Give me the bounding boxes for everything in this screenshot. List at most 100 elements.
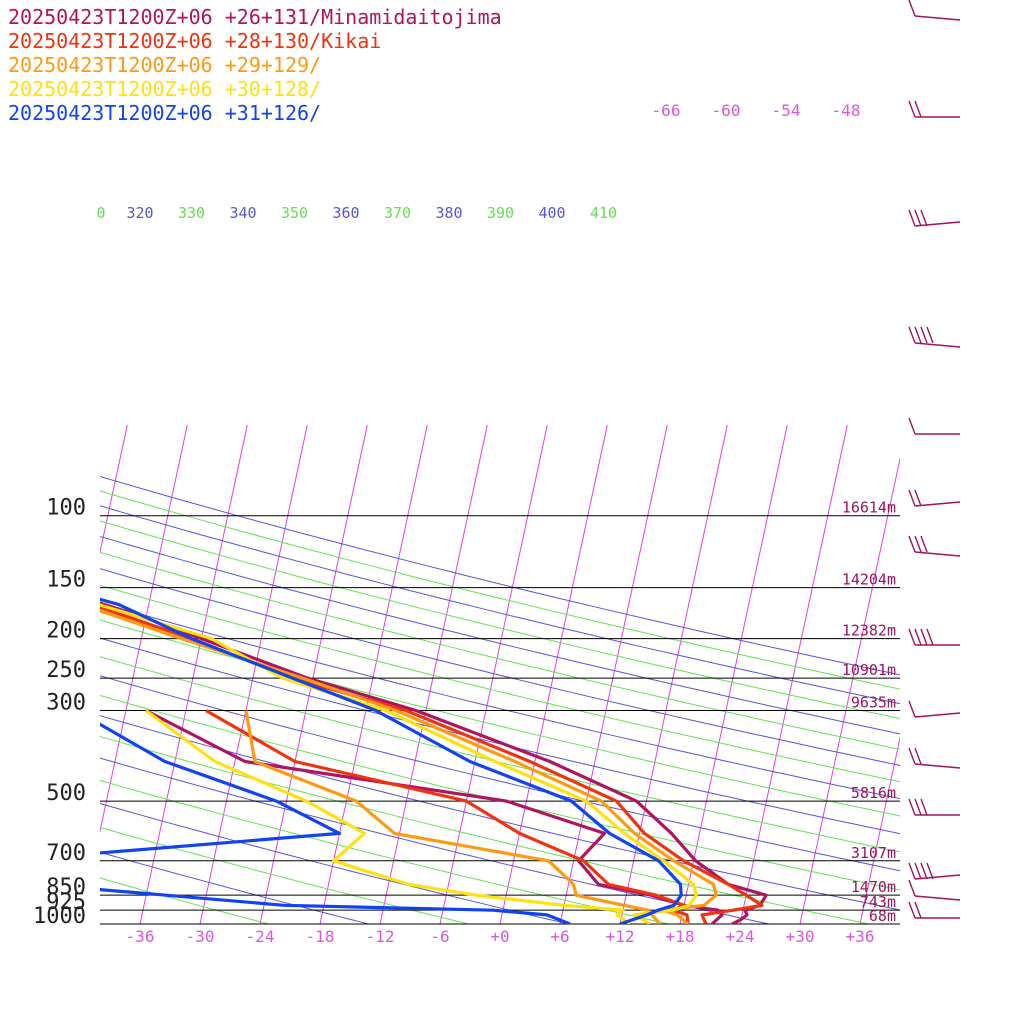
temperature-line — [100, 597, 683, 924]
wind-barb — [908, 798, 960, 816]
temperature-tick-label: -18 — [306, 927, 335, 946]
wind-barb-staff — [914, 763, 961, 769]
wind-barb — [908, 417, 960, 435]
temperature-tick-label: +6 — [550, 927, 569, 946]
legend-entry: 20250423T1200Z+06 +31+126/ — [8, 101, 321, 125]
wind-barb — [908, 209, 961, 227]
temperature-tick-label: +12 — [606, 927, 635, 946]
wind-barb-flag — [920, 798, 928, 816]
dry-adiabat-line — [100, 584, 900, 783]
wind-barb-staff — [914, 15, 961, 21]
dry-adiabat-line — [100, 490, 900, 690]
wind-barb-flag — [926, 628, 934, 646]
temperature-tick-label: -6 — [430, 927, 449, 946]
temperature-tick-label: +24 — [726, 927, 755, 946]
isotherm-line — [319, 425, 428, 924]
isotherm-line — [0, 425, 7, 924]
wind-barb-flag — [914, 747, 922, 765]
pressure-label: 1000 — [33, 904, 86, 929]
wind-barb-flag — [914, 901, 922, 919]
wind-barb-staff — [914, 712, 961, 718]
wind-barb-flag — [908, 628, 916, 646]
dry-adiabat-line — [100, 735, 869, 924]
wind-barb — [908, 0, 961, 21]
temperature-tick-label: +36 — [846, 927, 875, 946]
wind-barb — [908, 100, 960, 118]
wind-barb-flag — [908, 747, 916, 765]
wind-barb-flag — [908, 100, 916, 118]
wind-barb — [908, 901, 960, 919]
temperature-tick-label: +0 — [490, 927, 509, 946]
wind-barb — [908, 862, 961, 880]
wind-barb-flag — [908, 417, 916, 435]
wind-barb-flag — [914, 628, 922, 646]
dry-adiabat-line — [100, 675, 900, 872]
height-label: 9635m — [851, 694, 896, 712]
pressure-level-lines — [100, 515, 900, 925]
wind-barb-staff — [914, 501, 961, 507]
temperature-line — [100, 605, 764, 924]
dry-adiabat-line — [100, 694, 900, 891]
dry-adiabat-line — [100, 826, 469, 924]
temperature-tick-label: +30 — [786, 927, 815, 946]
wind-barb — [908, 879, 961, 901]
wind-barb — [908, 700, 961, 718]
theta-label: 320 — [126, 204, 153, 222]
dry-adiabat-line — [100, 803, 569, 924]
isotherm-top-label: -66 — [652, 101, 681, 120]
dewpoint-line — [100, 722, 571, 924]
legend-entry: 20250423T1200Z+06 +28+130/Kikai — [8, 29, 381, 53]
pressure-label: 150 — [46, 568, 86, 593]
pressure-label: 500 — [46, 781, 86, 806]
dry-adiabat-line — [100, 779, 669, 924]
legend: 20250423T1200Z+06 +26+131/Minamidaitojim… — [8, 5, 502, 125]
wind-barb-flag — [914, 798, 922, 816]
temperature-tick-label: +18 — [666, 927, 695, 946]
wind-barb-staff — [914, 221, 961, 227]
height-label: 743m — [860, 893, 896, 911]
isotherm-line — [859, 735, 900, 924]
height-label: 12382m — [842, 622, 896, 640]
theta-label: 330 — [178, 204, 205, 222]
dry-adiabat-line — [100, 656, 900, 853]
wind-barb — [908, 326, 961, 348]
isotherm-top-label: -60 — [712, 101, 741, 120]
wind-barb-flag — [908, 0, 916, 17]
isotherm-line — [259, 425, 368, 924]
dry-adiabat-line — [100, 535, 900, 735]
wind-barb — [908, 628, 960, 646]
dry-adiabat-line — [100, 715, 900, 911]
theta-label: 390 — [487, 204, 514, 222]
pressure-label: 200 — [46, 619, 86, 644]
legend-entry: 20250423T1200Z+06 +29+129/ — [8, 53, 321, 77]
pressure-label: 100 — [46, 496, 86, 521]
wind-barb-flag — [920, 862, 928, 880]
series-lines — [100, 597, 768, 924]
wind-barb-flag — [920, 628, 928, 646]
wind-barb-flag — [908, 209, 916, 227]
temperature-line — [100, 603, 698, 924]
isotherm-top-label: -48 — [832, 101, 861, 120]
pressure-label: 250 — [46, 658, 86, 683]
wind-barb-flag — [908, 862, 916, 880]
wind-barb-flag — [908, 798, 916, 816]
wind-barb-flag — [908, 535, 916, 553]
theta-label: 340 — [229, 204, 256, 222]
pressure-label: 850 — [46, 875, 86, 900]
wind-barb-flag — [908, 901, 916, 919]
isotherm-top-label: -54 — [772, 101, 801, 120]
isotherm-line — [379, 425, 488, 924]
theta-label: 370 — [384, 204, 411, 222]
temperature-tick-label: -30 — [186, 927, 215, 946]
theta-label: 360 — [332, 204, 359, 222]
theta-label: 0 — [96, 204, 105, 222]
theta-label: 380 — [435, 204, 462, 222]
wind-barb-staff — [914, 874, 961, 880]
height-label: 16614m — [842, 499, 896, 517]
wind-barb-flag — [914, 326, 922, 344]
wind-barb-flag — [914, 862, 922, 880]
wind-barb-flag — [914, 535, 922, 553]
height-label: 10901m — [842, 661, 896, 679]
wind-barb-staff — [914, 342, 961, 348]
